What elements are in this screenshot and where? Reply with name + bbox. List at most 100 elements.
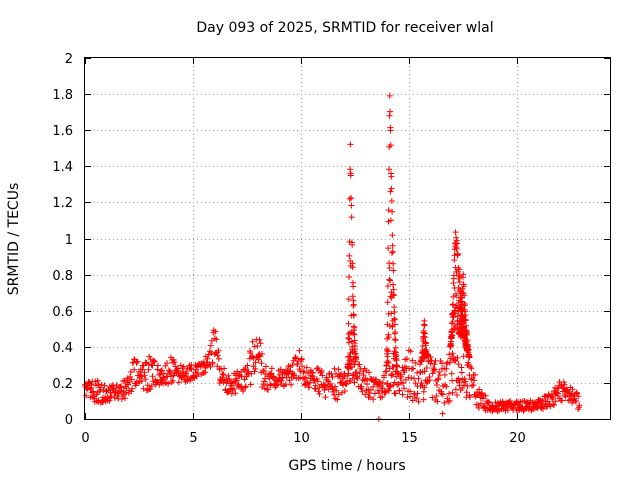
data-point bbox=[429, 394, 436, 401]
data-point bbox=[141, 372, 148, 379]
data-point bbox=[471, 377, 478, 384]
data-point bbox=[458, 305, 465, 312]
data-point bbox=[550, 401, 557, 408]
data-point bbox=[329, 374, 336, 381]
data-point bbox=[455, 375, 462, 382]
data-point bbox=[460, 323, 467, 330]
data-point bbox=[455, 361, 462, 368]
data-point bbox=[479, 395, 486, 402]
data-point bbox=[200, 369, 207, 376]
data-point bbox=[191, 374, 198, 381]
data-point bbox=[349, 264, 356, 271]
data-point bbox=[150, 357, 157, 364]
y-tick-label: 0 bbox=[65, 413, 73, 428]
data-point bbox=[398, 373, 405, 380]
data-point bbox=[413, 395, 420, 402]
data-point bbox=[249, 338, 256, 345]
data-point bbox=[278, 375, 285, 382]
data-point bbox=[306, 379, 313, 386]
data-point bbox=[451, 357, 458, 364]
data-point bbox=[345, 320, 352, 327]
data-point bbox=[453, 246, 460, 253]
data-point bbox=[381, 388, 388, 395]
data-point bbox=[256, 336, 263, 343]
y-tick-label: 0.8 bbox=[52, 269, 73, 284]
y-tick-label: 1.4 bbox=[52, 160, 73, 175]
data-point bbox=[337, 372, 344, 379]
data-point bbox=[334, 396, 341, 403]
data-point bbox=[351, 324, 358, 331]
data-point bbox=[446, 390, 453, 397]
data-point bbox=[171, 359, 178, 366]
data-point bbox=[383, 359, 390, 366]
x-tick-label: 20 bbox=[509, 431, 526, 446]
data-point bbox=[443, 383, 450, 390]
data-point bbox=[392, 329, 399, 336]
data-point bbox=[464, 330, 471, 337]
data-point bbox=[454, 240, 461, 247]
data-point bbox=[441, 400, 448, 407]
data-point bbox=[392, 337, 399, 344]
data-point bbox=[389, 232, 396, 239]
data-point bbox=[277, 366, 284, 373]
data-point bbox=[434, 398, 441, 405]
y-tick-label: 0.2 bbox=[52, 377, 73, 392]
data-point bbox=[427, 360, 434, 367]
data-point bbox=[392, 390, 399, 397]
data-point bbox=[410, 365, 417, 372]
data-point bbox=[460, 271, 467, 278]
data-point bbox=[117, 388, 124, 395]
data-point bbox=[95, 381, 102, 388]
data-point bbox=[451, 310, 458, 317]
y-tick-label: 1 bbox=[65, 233, 73, 248]
data-point bbox=[423, 364, 430, 371]
data-point bbox=[224, 388, 231, 395]
data-point bbox=[349, 241, 356, 248]
data-point bbox=[215, 347, 222, 354]
data-point bbox=[400, 380, 407, 387]
data-point bbox=[296, 347, 303, 354]
x-tick-label: 0 bbox=[81, 431, 89, 446]
data-point bbox=[233, 377, 240, 384]
data-point bbox=[524, 400, 531, 407]
data-point bbox=[385, 166, 392, 173]
data-point bbox=[348, 202, 355, 209]
data-point bbox=[93, 382, 100, 389]
y-tick-label: 0.6 bbox=[52, 305, 73, 320]
data-point bbox=[321, 382, 328, 389]
data-point bbox=[385, 334, 392, 341]
data-point bbox=[454, 251, 461, 258]
data-point bbox=[154, 362, 161, 369]
data-point bbox=[384, 358, 391, 365]
data-point bbox=[242, 384, 249, 391]
data-point bbox=[383, 368, 390, 375]
data-point bbox=[154, 366, 161, 373]
data-point bbox=[350, 283, 357, 290]
data-point bbox=[220, 371, 227, 378]
data-point bbox=[560, 379, 567, 386]
data-point bbox=[573, 390, 580, 397]
data-point bbox=[348, 214, 355, 221]
data-point bbox=[388, 249, 395, 256]
data-point bbox=[375, 387, 382, 394]
data-point bbox=[354, 374, 361, 381]
data-point bbox=[366, 369, 373, 376]
data-point bbox=[569, 386, 576, 393]
data-point bbox=[450, 293, 457, 300]
data-point bbox=[247, 349, 254, 356]
data-point bbox=[298, 355, 305, 362]
data-point bbox=[353, 356, 360, 363]
data-point bbox=[415, 398, 422, 405]
data-point bbox=[401, 363, 408, 370]
data-point bbox=[434, 382, 441, 389]
data-point bbox=[211, 335, 218, 342]
data-point bbox=[346, 273, 353, 280]
plot-frame bbox=[84, 57, 611, 420]
data-point bbox=[286, 377, 293, 384]
data-point bbox=[267, 382, 274, 389]
data-point bbox=[451, 272, 458, 279]
data-point bbox=[446, 397, 453, 404]
data-point bbox=[408, 366, 415, 373]
data-point bbox=[558, 397, 565, 404]
data-point bbox=[373, 376, 380, 383]
